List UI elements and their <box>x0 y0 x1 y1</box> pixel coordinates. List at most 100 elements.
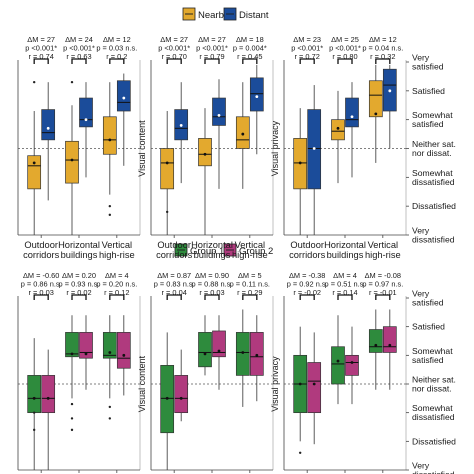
box-mean-point <box>32 161 36 165</box>
box-mean-point <box>312 382 316 386</box>
box-mean-point <box>336 359 340 363</box>
stat-annotation: p = 0.04 n.s. <box>362 44 403 53</box>
comparison-bracket <box>33 294 49 300</box>
box-iqr <box>307 362 322 414</box>
box-mean-point <box>179 396 183 400</box>
scale-label: Somewhat <box>412 168 453 178</box>
box-mean-point <box>203 352 207 356</box>
box-mean-point <box>374 343 378 347</box>
box-iqr <box>116 332 131 369</box>
scale-label: Somewhat <box>412 403 453 413</box>
comparison-bracket <box>375 58 391 64</box>
outlier-point <box>70 402 74 406</box>
box-iqr <box>235 332 250 376</box>
x-tick-label: high-rise <box>232 250 268 260</box>
stat-annotation: r = 0.79 <box>199 52 224 61</box>
box-iqr <box>174 375 189 414</box>
box-iqr <box>79 97 93 128</box>
x-tick-label: high-rise <box>99 250 135 260</box>
comparison-bracket <box>242 58 258 64</box>
box-iqr <box>368 329 383 353</box>
scale-label: dissatisfied <box>412 235 455 245</box>
comparison-bracket <box>71 294 87 300</box>
stat-annotation: r = 0.70 <box>162 52 187 61</box>
box-mean-point <box>203 152 207 156</box>
box-mean-point <box>217 113 221 117</box>
scale-label: nor dissat. <box>412 384 452 394</box>
stat-annotation: r = 0.12 <box>104 288 129 297</box>
stat-annotation: ΔM = 0.20 <box>62 271 96 280</box>
x-tick-label: Outdoor <box>290 240 324 250</box>
stat-annotation: p = 0.92 n.s. <box>287 280 328 289</box>
scale-label: Dissatisfied <box>412 201 456 211</box>
stat-annotation: ΔM = -0.60 <box>23 271 59 280</box>
box-iqr <box>331 119 345 141</box>
stat-annotation: r = 0.03 <box>29 288 54 297</box>
box-mean-point <box>122 96 126 100</box>
box-iqr <box>160 148 175 190</box>
box-iqr <box>212 97 226 126</box>
box-iqr <box>41 109 56 141</box>
x-tick-label: Outdoor <box>24 240 58 250</box>
box-mean-point <box>241 132 245 136</box>
stat-annotation: p <0.001* <box>291 44 323 53</box>
stat-annotation: r = -0.02 <box>293 288 321 297</box>
stat-annotation: ΔM = 4 <box>333 271 357 280</box>
outlier-point <box>32 428 36 432</box>
stat-annotation: r = 0.45 <box>237 52 262 61</box>
stat-annotation: ΔM = -0.08 <box>365 271 401 280</box>
stat-annotation: ΔM = 12 <box>369 35 397 44</box>
stat-annotation: p = 0.51 n.s. <box>325 280 366 289</box>
box-mean-point <box>350 361 354 364</box>
scale-label: Somewhat <box>412 346 453 356</box>
x-tick-label: buildings <box>61 250 98 260</box>
stat-annotation: ΔM = 18 <box>236 35 264 44</box>
box-mean-point <box>70 158 74 162</box>
scale-label: dissatisfied <box>412 470 455 474</box>
outlier-point <box>32 411 36 414</box>
stat-annotation: ΔM = 23 <box>293 35 321 44</box>
stat-annotation: p = 0.11 n.s. <box>230 280 270 289</box>
stat-annotation: r = 0.80 <box>332 52 357 61</box>
box-mean-point <box>255 353 259 357</box>
comparison-bracket <box>337 294 353 300</box>
y-axis-label: Visual privacy <box>270 120 280 176</box>
legend-label: Distant <box>239 10 269 21</box>
box-iqr <box>235 116 250 149</box>
stat-annotation: r = 0.2 <box>106 52 127 61</box>
stat-annotation: p = 0.93 n.s. <box>59 280 100 289</box>
stat-annotation: ΔM = 27 <box>198 35 226 44</box>
y-axis-label: Visual privacy <box>270 356 280 412</box>
box-mean-point <box>298 161 302 165</box>
box-iqr <box>345 97 359 128</box>
scale-label: Somewhat <box>412 110 453 120</box>
y-axis-label: Visual content <box>137 355 147 412</box>
scale-label: satisfied <box>412 62 444 72</box>
stat-annotation: r = 0.14 <box>332 288 357 297</box>
box-mean-point <box>84 118 88 122</box>
outlier-point <box>108 213 112 217</box>
stat-annotation: p = 0.86 n.s. <box>21 280 62 289</box>
box-iqr <box>102 116 117 155</box>
scale-label: nor dissat. <box>412 148 452 158</box>
box-iqr <box>27 155 42 190</box>
stat-annotation: r = 0.72 <box>295 52 320 61</box>
x-tick-label: Vertical <box>235 240 266 250</box>
box-iqr <box>331 346 345 385</box>
box-iqr <box>382 326 397 353</box>
box-mean-point <box>350 115 354 119</box>
stat-annotation: r = 0.03 <box>199 288 224 297</box>
scale-label: dissatisfied <box>412 412 455 422</box>
x-tick-label: Horizontal <box>191 240 233 250</box>
stat-annotation: ΔM = 12 <box>103 35 131 44</box>
box-mean-point <box>217 349 221 353</box>
scale-label: satisfied <box>412 298 444 308</box>
x-tick-label: corridors <box>156 250 193 260</box>
scale-label: Dissatisfied <box>412 436 456 446</box>
box-mean-point <box>241 351 245 354</box>
x-tick-label: corridors <box>23 250 60 260</box>
box-iqr <box>65 332 79 358</box>
stat-annotation: p = 0.83 n.s. <box>154 280 195 289</box>
stat-annotation: ΔM = 0.90 <box>195 271 229 280</box>
stat-annotation: p = 0.03 n.s. <box>96 44 137 53</box>
